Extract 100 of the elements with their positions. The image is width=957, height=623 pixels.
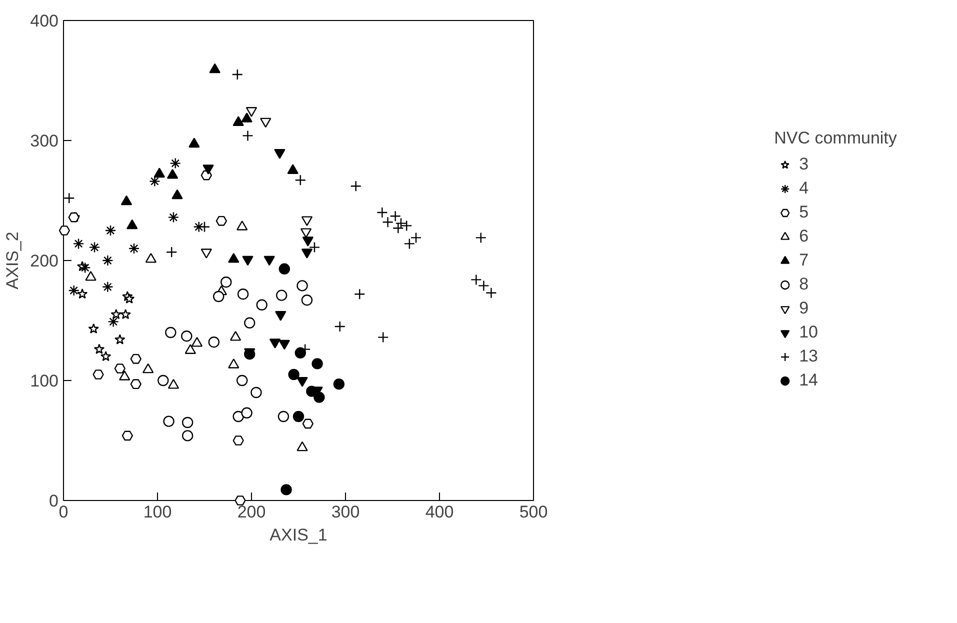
- point: [278, 410, 290, 422]
- point: [228, 252, 240, 263]
- y-tick-label: 200: [30, 252, 59, 270]
- point: [241, 407, 252, 418]
- point: [149, 176, 160, 187]
- legend-title: NVC community: [774, 128, 897, 148]
- point: [102, 281, 114, 292]
- point: [76, 288, 88, 299]
- legend-label: 13: [799, 346, 820, 368]
- point: [166, 168, 178, 179]
- point: [94, 344, 105, 354]
- point: [58, 226, 70, 236]
- x-tick-label: 300: [331, 502, 360, 522]
- point: [232, 410, 244, 422]
- point: [308, 242, 320, 253]
- point: [376, 206, 388, 218]
- legend-label: 5: [799, 202, 810, 224]
- point: [170, 158, 181, 169]
- x-tick-label: 200: [237, 502, 266, 522]
- point: [294, 347, 306, 358]
- point: [232, 436, 244, 446]
- point: [102, 254, 114, 266]
- point: [72, 238, 84, 250]
- point: [288, 368, 300, 380]
- point: [100, 350, 112, 362]
- point: [165, 326, 176, 338]
- legend-label: 8: [799, 274, 810, 296]
- legend-label: 3: [799, 154, 810, 176]
- point: [120, 195, 132, 206]
- point: [145, 252, 157, 263]
- point: [334, 320, 346, 332]
- point: [301, 294, 313, 306]
- y-tick-label: 400: [30, 12, 59, 30]
- point: [278, 263, 290, 274]
- point: [88, 242, 100, 253]
- point: [154, 168, 165, 178]
- point: [142, 363, 154, 374]
- point: [88, 323, 99, 334]
- point: [228, 358, 240, 368]
- x-tick-label: 500: [519, 502, 548, 522]
- legend-label: 14: [799, 370, 820, 392]
- point: [188, 138, 200, 148]
- y-tick-label: 100: [30, 372, 59, 390]
- point: [108, 316, 119, 328]
- point: [237, 288, 249, 300]
- point: [256, 299, 268, 310]
- point: [114, 334, 126, 344]
- point: [333, 378, 345, 390]
- point: [244, 317, 256, 328]
- point: [158, 374, 169, 386]
- point: [296, 441, 308, 452]
- point: [68, 284, 80, 296]
- point: [312, 358, 323, 370]
- x-tick-label: 400: [425, 502, 454, 522]
- legend-label: 7: [799, 250, 810, 272]
- point: [280, 484, 292, 496]
- point: [302, 418, 314, 429]
- y-axis-title: AXIS_2: [3, 232, 22, 290]
- point: [92, 370, 104, 380]
- point: [122, 430, 134, 441]
- point: [184, 344, 196, 354]
- point: [80, 262, 91, 274]
- point: [120, 308, 131, 320]
- point: [163, 416, 174, 427]
- point: [130, 379, 142, 390]
- point: [182, 430, 194, 442]
- legend-label: 10: [799, 322, 820, 344]
- point: [128, 242, 140, 254]
- point: [208, 336, 220, 348]
- point: [216, 216, 228, 226]
- x-axis-title: AXIS_1: [270, 526, 328, 544]
- point: [124, 293, 135, 304]
- point: [276, 290, 288, 301]
- point: [236, 220, 248, 230]
- point: [168, 212, 180, 223]
- point: [213, 290, 224, 302]
- point: [230, 330, 242, 341]
- point: [234, 496, 246, 506]
- point: [220, 276, 232, 288]
- point: [85, 270, 96, 281]
- point: [191, 336, 203, 347]
- y-tick-label: 300: [30, 132, 59, 150]
- point: [241, 112, 252, 122]
- point: [119, 370, 130, 380]
- point: [250, 386, 262, 398]
- legend-label: 4: [799, 178, 810, 200]
- point: [236, 374, 248, 386]
- point: [314, 392, 325, 403]
- x-tick-label: 100: [143, 502, 172, 522]
- point: [182, 416, 194, 428]
- point: [114, 364, 126, 374]
- point: [172, 189, 183, 200]
- point: [181, 330, 192, 342]
- point: [110, 308, 122, 320]
- point: [287, 164, 298, 174]
- point: [168, 378, 180, 389]
- legend-label: 9: [799, 298, 810, 320]
- point: [130, 354, 142, 364]
- point: [126, 219, 138, 230]
- point: [104, 224, 116, 236]
